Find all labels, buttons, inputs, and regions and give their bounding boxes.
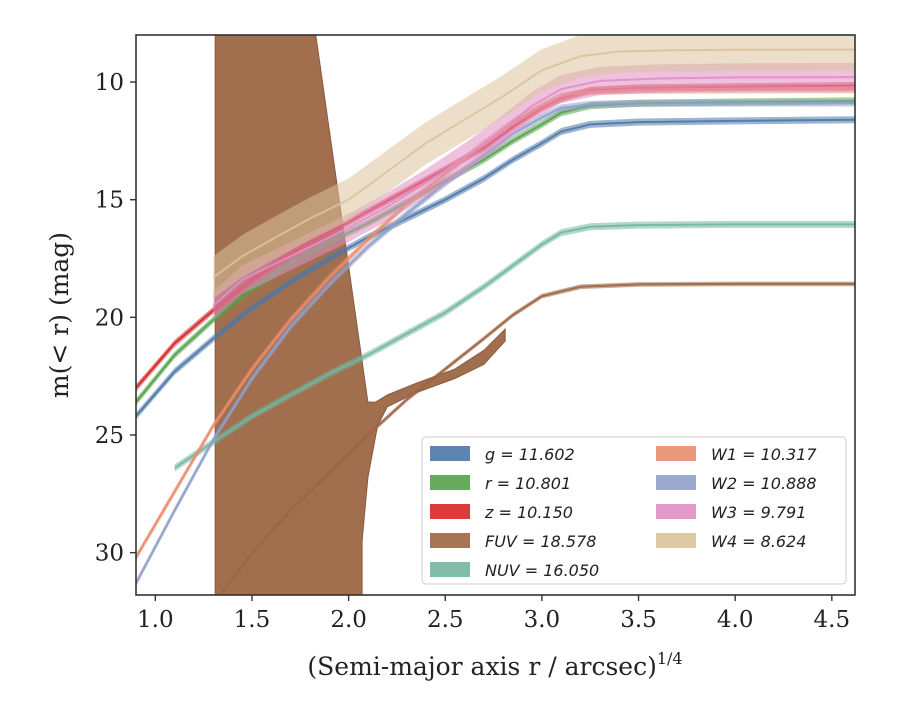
legend-swatch (430, 475, 470, 490)
legend-swatch (430, 504, 470, 519)
legend-swatch (656, 446, 696, 461)
x-tick-label: 3.5 (620, 607, 657, 633)
x-axis-label: (Semi-major axis r / arcsec)1/4 (307, 649, 682, 681)
x-tick-label: 4.5 (814, 607, 851, 633)
x-tick-label: 2.0 (330, 607, 367, 633)
legend-label: W4 = 8.624 (711, 532, 806, 551)
y-axis-label: m(< r) (mag) (45, 232, 74, 398)
legend-swatch (430, 562, 470, 577)
series-line-w4 (212, 48, 855, 279)
x-tick-label: 1.0 (137, 607, 174, 633)
x-tick-label: 1.5 (234, 607, 271, 633)
x-axis-label-exponent: 1/4 (657, 649, 683, 668)
y-tick-label: 20 (95, 305, 124, 331)
legend-swatch (656, 533, 696, 548)
plot-frame (135, 34, 856, 596)
series-band-w4 (213, 35, 855, 299)
y-tick-label: 15 (95, 188, 124, 214)
legend-label: FUV = 18.578 (485, 532, 596, 551)
legend-swatch (656, 504, 696, 519)
y-axis: 10 15 20 25 30 (95, 70, 136, 567)
legend-swatch (656, 475, 696, 490)
x-axis-label-text: (Semi-major axis r / arcsec) (307, 652, 656, 681)
series-line-g (136, 118, 855, 417)
fuv-filled-region (214, 35, 506, 595)
y-tick-label: 10 (95, 70, 124, 96)
legend-label: r = 10.801 (485, 474, 571, 493)
x-tick-label: 3.0 (524, 607, 561, 633)
series-band-w2 (136, 99, 855, 587)
x-tick-label: 4.0 (717, 607, 754, 633)
y-tick-label: 30 (95, 541, 124, 567)
series-band-w3 (213, 63, 855, 320)
x-tick-label: 2.5 (427, 607, 464, 633)
legend-label: NUV = 16.050 (485, 561, 599, 580)
legend: g = 11.602 r = 10.801 z = 10.150 FUV = 18.5… (421, 436, 847, 585)
legend-label: z = 10.150 (484, 503, 573, 522)
legend-swatch (430, 446, 470, 461)
legend-label: W3 = 9.791 (711, 503, 806, 522)
legend-box (421, 436, 847, 585)
legend-label: W1 = 10.317 (711, 445, 817, 464)
series-line-fuv (219, 282, 855, 595)
legend-label: W2 = 10.888 (711, 474, 817, 493)
x-axis: 1.0 1.5 2.0 2.5 3.0 3.5 4.0 4.5 (137, 595, 850, 633)
plot-area (136, 35, 855, 595)
y-tick-label: 25 (95, 423, 124, 449)
legend-swatch (430, 533, 470, 548)
series-line-nuv (174, 223, 855, 469)
legend-label: g = 11.602 (485, 445, 575, 464)
series-line-w3 (212, 76, 855, 307)
